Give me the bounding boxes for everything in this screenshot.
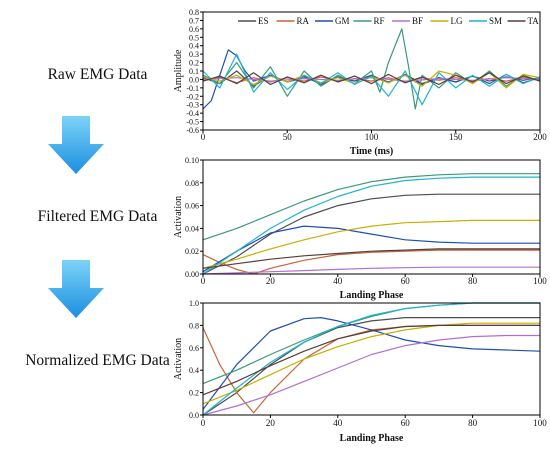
normalized-series-bf bbox=[202, 334, 540, 416]
normalized-y-tick-label: 0.0 bbox=[189, 411, 199, 420]
normalized-x-tick-label: 60 bbox=[401, 418, 411, 428]
normalized-x-tick-label: 20 bbox=[266, 418, 276, 428]
raw-emg-label: Raw EMG Data bbox=[47, 66, 148, 83]
raw-x-tick-label: 0 bbox=[201, 132, 206, 142]
legend-label-ta: TA bbox=[528, 16, 540, 26]
filtered-y-tick-label: 0.02 bbox=[185, 247, 199, 256]
raw-y-tick-label: 0.5 bbox=[189, 33, 199, 42]
filtered-y-axis-label: Activation bbox=[173, 196, 184, 238]
filtered-emg-label: Filtered EMG Data bbox=[37, 208, 158, 225]
legend-label-sm: SM bbox=[489, 16, 502, 26]
raw-x-tick-label: 100 bbox=[365, 132, 379, 142]
legend-label-lg: LG bbox=[451, 16, 463, 26]
filtered-x-tick-label: 100 bbox=[533, 276, 547, 286]
raw-y-tick-label: 0.8 bbox=[189, 8, 199, 17]
normalized-series-ta bbox=[202, 324, 540, 396]
legend-label-gm: GM bbox=[335, 16, 350, 26]
raw-y-tick-label: -0.1 bbox=[186, 84, 199, 93]
raw-y-tick-label: 0.7 bbox=[189, 16, 199, 25]
filtered-plot-frame bbox=[202, 159, 541, 275]
raw-y-tick-label: -0.5 bbox=[186, 118, 199, 127]
raw-series-bf bbox=[202, 77, 541, 82]
normalized-y-tick-label: 0.8 bbox=[189, 321, 199, 330]
filtered-x-tick-label: 0 bbox=[201, 276, 206, 286]
normalized-x-tick-label: 80 bbox=[468, 418, 478, 428]
filtered-x-tick-label: 60 bbox=[401, 276, 411, 286]
normalized-series-ra bbox=[202, 324, 540, 414]
raw-y-axis-label: Amplitude bbox=[173, 49, 184, 92]
normalized-series-es bbox=[202, 317, 540, 416]
normalized-series-sm bbox=[202, 302, 540, 416]
normalized-x-tick-label: 40 bbox=[333, 418, 343, 428]
raw-y-tick-label: 0.1 bbox=[189, 67, 199, 76]
legend-label-ra: RA bbox=[297, 16, 310, 26]
raw-y-tick-label: -0.4 bbox=[186, 109, 199, 118]
normalized-series-lg bbox=[202, 322, 540, 405]
down-arrow-icon bbox=[48, 116, 104, 174]
raw-y-tick-label: 0.0 bbox=[189, 75, 199, 84]
filtered-x-tick-label: 40 bbox=[333, 276, 343, 286]
raw-x-tick-label: 50 bbox=[283, 132, 293, 142]
filtered-y-tick-label: 0.06 bbox=[185, 202, 199, 211]
normalized-y-tick-label: 0.2 bbox=[189, 389, 199, 398]
raw-y-tick-label: 0.2 bbox=[189, 59, 199, 68]
normalized-plot-frame bbox=[202, 302, 541, 416]
filtered-y-tick-label: 0.04 bbox=[185, 224, 199, 233]
normalized-y-tick-label: 0.4 bbox=[189, 366, 199, 375]
raw-y-tick-label: 0.3 bbox=[189, 50, 199, 59]
filtered-series-lg bbox=[202, 219, 540, 269]
raw-y-tick-label: -0.6 bbox=[186, 126, 199, 135]
down-arrow-icon bbox=[48, 260, 104, 318]
normalized-x-tick-label: 100 bbox=[533, 418, 547, 428]
normalized-emg-label: Normalized EMG Data bbox=[25, 352, 170, 369]
filtered-x-tick-label: 20 bbox=[266, 276, 276, 286]
normalized-x-tick-label: 0 bbox=[201, 418, 206, 428]
normalized-y-axis-label: Activation bbox=[173, 338, 184, 380]
filtered-series-ta bbox=[202, 248, 540, 269]
raw-x-tick-label: 150 bbox=[449, 132, 463, 142]
raw-x-axis-label: Time (ms) bbox=[350, 146, 393, 157]
legend-label-es: ES bbox=[258, 16, 269, 26]
normalized-series-gm bbox=[202, 317, 541, 410]
filtered-series-ra bbox=[202, 249, 540, 275]
normalized-y-tick-label: 0.6 bbox=[189, 344, 199, 353]
filtered-y-tick-label: 0.00 bbox=[185, 270, 199, 279]
raw-series-rf bbox=[202, 28, 541, 110]
workflow-column: Raw EMG Data Filtered EMG Data Normalize… bbox=[0, 0, 195, 449]
filtered-y-tick-label: 0.10 bbox=[185, 156, 199, 165]
normalized-y-tick-label: 1.0 bbox=[189, 299, 199, 308]
filtered-series-rf bbox=[202, 173, 540, 241]
filtered-series-sm bbox=[202, 176, 540, 275]
filtered-x-axis-label: Landing Phase bbox=[340, 290, 404, 301]
raw-y-tick-label: -0.3 bbox=[186, 101, 199, 110]
filtered-x-tick-label: 80 bbox=[468, 276, 478, 286]
legend-label-bf: BF bbox=[412, 16, 423, 26]
raw-y-tick-label: 0.4 bbox=[189, 42, 199, 51]
raw-y-tick-label: -0.2 bbox=[186, 92, 199, 101]
raw-series-ta bbox=[202, 72, 541, 86]
filtered-series-gm bbox=[202, 225, 540, 273]
filtered-series-bf bbox=[202, 266, 540, 275]
legend-label-rf: RF bbox=[374, 16, 385, 26]
normalized-x-axis-label: Landing Phase bbox=[340, 433, 404, 444]
raw-y-tick-label: 0.6 bbox=[189, 25, 199, 34]
filtered-series-es bbox=[202, 193, 540, 275]
raw-series-sm bbox=[202, 53, 541, 106]
filtered-y-tick-label: 0.08 bbox=[185, 179, 199, 188]
raw-x-tick-label: 200 bbox=[533, 132, 547, 142]
